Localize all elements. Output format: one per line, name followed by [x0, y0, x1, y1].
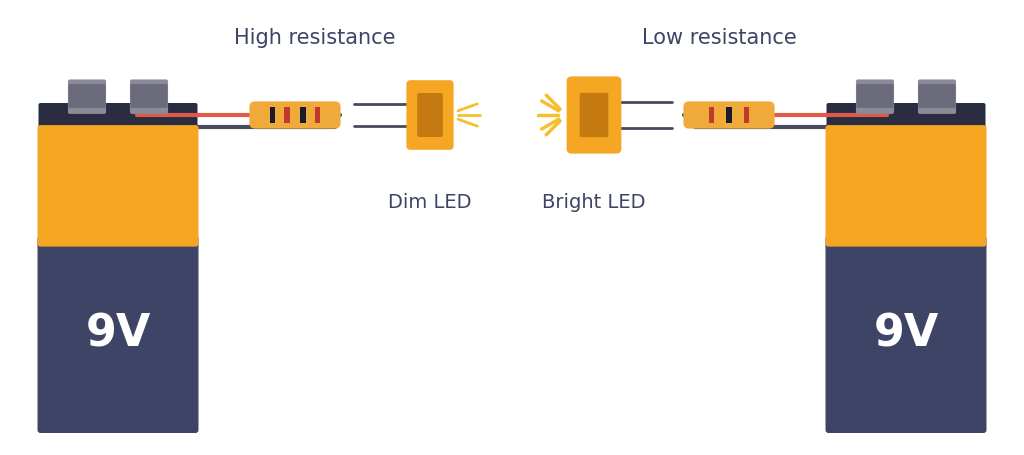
FancyBboxPatch shape	[919, 84, 955, 108]
FancyBboxPatch shape	[566, 76, 622, 154]
FancyBboxPatch shape	[250, 101, 341, 129]
Bar	[285, 107, 290, 123]
Bar	[709, 107, 714, 123]
Text: High resistance: High resistance	[234, 28, 395, 48]
FancyBboxPatch shape	[417, 93, 442, 137]
FancyBboxPatch shape	[825, 125, 986, 247]
Text: 9V: 9V	[85, 313, 151, 356]
Text: Low resistance: Low resistance	[642, 28, 797, 48]
FancyBboxPatch shape	[39, 103, 198, 130]
Text: 9V: 9V	[873, 313, 939, 356]
FancyBboxPatch shape	[580, 93, 608, 137]
FancyBboxPatch shape	[130, 84, 168, 108]
FancyBboxPatch shape	[856, 80, 894, 114]
FancyBboxPatch shape	[826, 103, 985, 130]
FancyBboxPatch shape	[68, 80, 106, 114]
FancyBboxPatch shape	[407, 80, 454, 150]
Bar	[314, 107, 319, 123]
Bar	[726, 107, 731, 123]
Bar	[270, 107, 275, 123]
FancyBboxPatch shape	[825, 236, 986, 433]
FancyBboxPatch shape	[856, 84, 894, 108]
FancyBboxPatch shape	[130, 80, 168, 114]
FancyBboxPatch shape	[918, 80, 956, 114]
FancyBboxPatch shape	[38, 125, 199, 247]
Bar	[300, 107, 305, 123]
FancyBboxPatch shape	[38, 236, 199, 433]
FancyBboxPatch shape	[69, 84, 105, 108]
Bar	[744, 107, 750, 123]
Text: Bright LED: Bright LED	[543, 193, 646, 212]
Text: Dim LED: Dim LED	[388, 193, 472, 212]
FancyBboxPatch shape	[683, 101, 774, 129]
